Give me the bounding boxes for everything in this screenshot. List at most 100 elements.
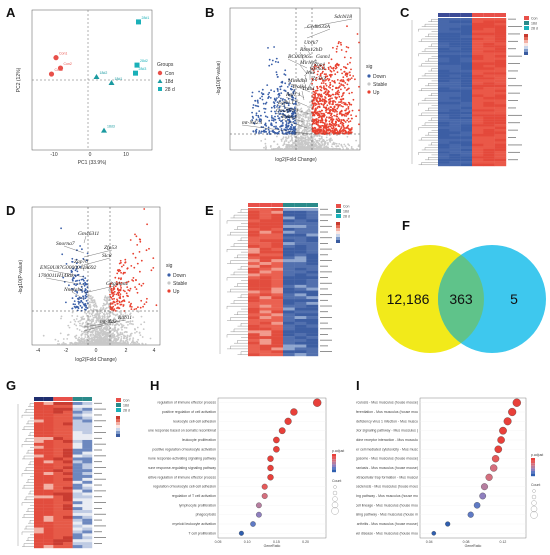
heatmap-cell: [460, 79, 473, 83]
heatmap-cell: [72, 407, 83, 411]
heatmap-row-label: [94, 513, 106, 515]
heatmap-cell: [53, 419, 64, 423]
heatmap-cell: [472, 96, 484, 100]
heatmap-cell: [53, 480, 64, 484]
heatmap-row-label: [508, 55, 522, 57]
heatmap-cell: [294, 338, 307, 342]
heatmap-cell: [494, 156, 507, 159]
heatmap-cell: [294, 324, 307, 328]
heatmap-cell: [472, 124, 484, 127]
volcano-point: [338, 101, 340, 103]
volcano-point: [252, 130, 255, 133]
volcano-point: [324, 140, 327, 143]
volcano-point: [317, 66, 320, 68]
heatmap-cell: [438, 82, 450, 85]
heatmap-cell: [472, 114, 484, 117]
heatmap-cell: [449, 146, 461, 149]
volcano-point: [139, 270, 141, 273]
volcano-point: [93, 314, 96, 317]
heatmap-cell: [283, 299, 295, 303]
volcano-point: [335, 123, 338, 126]
volcano-point: [291, 148, 294, 150]
heatmap-cell: [283, 304, 295, 308]
volcano-point: [95, 319, 98, 322]
heatmap-cell: [460, 126, 473, 130]
volcano-point: [92, 316, 95, 319]
pca-point: [101, 127, 107, 133]
volcano-point: [300, 114, 303, 117]
heatmap-row-label: [320, 299, 328, 301]
heatmap-cell: [72, 410, 83, 414]
heatmap-cell: [82, 475, 93, 479]
heatmap-cell: [494, 32, 507, 36]
volcano-point: [298, 117, 301, 120]
heatmap-cell: [248, 256, 260, 260]
volcano-d-xtick-2: 0: [95, 348, 98, 354]
heatmap-cell: [306, 284, 319, 288]
heatmap-cell: [53, 439, 64, 444]
heatmap-cell: [259, 287, 272, 291]
heatmap-cell: [248, 313, 260, 317]
heatmap-cell: [306, 219, 319, 223]
heatmap-cell: [472, 59, 484, 63]
volcano-point: [324, 99, 327, 102]
heatmap-cell: [483, 136, 495, 140]
heatmap-cell: [472, 57, 484, 61]
volcano-point: [148, 247, 150, 250]
volcano-point: [96, 325, 99, 328]
volcano-b-gene-label: BC003965: [288, 54, 312, 60]
heatmap-scale-swatch: [336, 240, 340, 243]
volcano-point: [332, 46, 334, 49]
volcano-point: [130, 265, 133, 267]
volcano-point: [277, 115, 279, 117]
volcano-point: [311, 141, 314, 144]
heatmap-cell: [306, 273, 319, 277]
volcano-point: [251, 111, 253, 114]
heatmap-cell: [248, 307, 260, 311]
volcano-point: [282, 112, 284, 115]
volcano-point: [341, 94, 344, 96]
heatmap-cell: [438, 141, 450, 144]
volcano-point: [80, 334, 83, 337]
volcano-point: [347, 117, 350, 120]
heatmap-cell: [63, 457, 73, 461]
heatmap-cell: [306, 242, 319, 246]
heatmap-cell: [72, 448, 83, 452]
volcano-point: [127, 280, 130, 283]
volcano-point: [323, 87, 325, 90]
heatmap-cell: [283, 330, 295, 334]
heatmap-cell: [306, 353, 319, 357]
volcano-point: [103, 343, 106, 345]
heatmap-cell: [283, 262, 295, 266]
volcano-point: [62, 341, 65, 344]
volcano-point: [121, 328, 123, 331]
volcano-point: [296, 148, 299, 150]
volcano-point: [324, 127, 326, 129]
heatmap-cell: [53, 492, 64, 496]
heatmap-cell: [460, 57, 473, 61]
volcano-point: [292, 103, 295, 105]
heatmap-cell: [460, 67, 473, 70]
heatmap-cell: [483, 106, 495, 110]
volcano-point: [292, 92, 295, 95]
pca-point-label: 28d3: [139, 67, 147, 71]
volcano-point: [84, 303, 87, 305]
dotplot-term-label: adaptive immune response based on somati…: [148, 429, 216, 433]
volcano-point: [106, 333, 108, 336]
volcano-point: [61, 343, 63, 345]
heatmap-cell: [248, 216, 260, 220]
heatmap-cell: [43, 431, 54, 435]
dotplot-point: [284, 417, 292, 425]
heatmap-row-label: [320, 237, 332, 239]
volcano-point: [94, 302, 97, 305]
volcano-point: [119, 318, 122, 320]
volcano-point: [137, 343, 140, 345]
volcano-point: [328, 74, 331, 76]
heatmap-cell: [259, 333, 272, 337]
heatmap-cell: [294, 293, 307, 297]
volcano-point: [307, 116, 309, 119]
volcano-point: [129, 287, 132, 290]
heatmap-cell: [248, 310, 260, 314]
heatmap-cell: [259, 350, 272, 354]
volcano-point: [62, 338, 65, 340]
